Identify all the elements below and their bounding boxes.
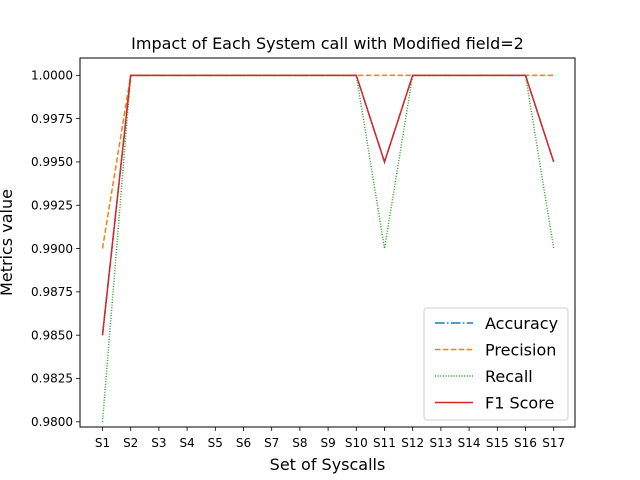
y-tick-label: 0.9975 — [31, 112, 73, 126]
y-axis-ticks: 0.9800 0.9825 0.9850 0.9875 0.9900 0.9925 0.99… — [31, 69, 80, 429]
y-tick-label: 0.9875 — [31, 285, 73, 299]
x-tick-label: S14 — [458, 436, 481, 450]
series-line-precision — [101, 74, 554, 249]
y-tick-label: 0.9925 — [31, 198, 73, 212]
x-tick-label: S10 — [345, 436, 368, 450]
axes-frame — [79, 57, 576, 428]
x-tick-label: S7 — [264, 436, 279, 450]
series-line-f1-score — [101, 74, 555, 336]
x-tick-label: S11 — [373, 436, 396, 450]
y-tick-label: 1.0000 — [31, 69, 73, 83]
y-tick-label: 0.9800 — [31, 415, 73, 429]
legend-label: F1 Score — [485, 394, 554, 413]
y-tick-label: 0.9900 — [31, 242, 73, 256]
y-tick-label: 0.9850 — [31, 328, 73, 342]
x-tick-label: S6 — [236, 436, 251, 450]
x-tick-label: S2 — [123, 436, 138, 450]
x-tick-label: S12 — [401, 436, 424, 450]
legend-label: Recall — [485, 367, 533, 386]
x-tick-label: S1 — [95, 436, 110, 450]
series-line-accuracy — [101, 74, 555, 336]
x-tick-label: S9 — [320, 436, 335, 450]
x-tick-label: S15 — [486, 436, 509, 450]
x-tick-label: S5 — [208, 436, 223, 450]
x-tick-label: S3 — [151, 436, 166, 450]
legend-label: Precision — [485, 341, 556, 360]
legend-label: Accuracy — [485, 314, 558, 333]
plot-lines — [101, 74, 555, 422]
chart-title: Impact of Each System call with Modified… — [131, 34, 524, 53]
y-axis-label: Metrics value — [0, 189, 16, 296]
x-tick-label: S4 — [179, 436, 194, 450]
x-axis-label: Set of Syscalls — [270, 455, 386, 474]
x-tick-label: S8 — [292, 436, 307, 450]
legend: Accuracy Precision Recall F1 Score — [423, 307, 569, 421]
x-tick-label: S16 — [514, 436, 537, 450]
y-tick-label: 0.9950 — [31, 155, 73, 169]
x-tick-label: S17 — [542, 436, 565, 450]
x-axis-ticks: S1 S2 S3 S4 S5 S6 S7 S8 S9 S10 S11 S12 S13 S14 S15 S16 S… — [95, 427, 565, 450]
legend-box — [423, 307, 569, 421]
y-tick-label: 0.9825 — [31, 372, 73, 386]
x-tick-label: S13 — [429, 436, 452, 450]
